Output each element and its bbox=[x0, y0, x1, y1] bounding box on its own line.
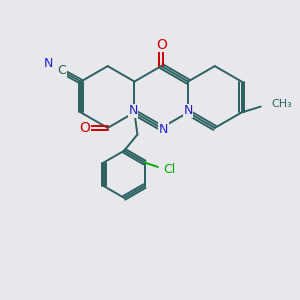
Text: O: O bbox=[156, 38, 167, 52]
Text: N: N bbox=[128, 104, 138, 118]
Text: CH₃: CH₃ bbox=[271, 99, 292, 109]
Text: O: O bbox=[79, 121, 90, 135]
Text: C: C bbox=[57, 64, 66, 77]
Text: N: N bbox=[159, 123, 168, 136]
Text: N: N bbox=[183, 104, 193, 118]
Text: Cl: Cl bbox=[164, 164, 176, 176]
Text: N: N bbox=[44, 57, 53, 70]
